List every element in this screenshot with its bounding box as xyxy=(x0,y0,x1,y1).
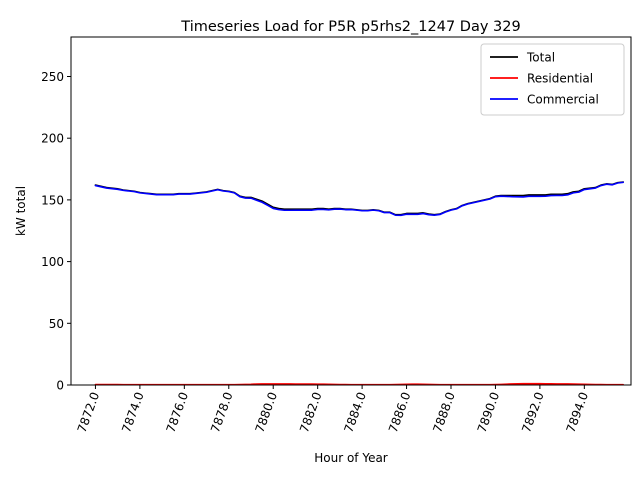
y-tick-label: 50 xyxy=(49,317,64,331)
y-tick-label: 0 xyxy=(56,379,64,393)
y-tick-label: 250 xyxy=(41,70,64,84)
legend-box xyxy=(480,43,625,116)
legend-label-residential: Residential xyxy=(527,72,593,86)
legend-label-commercial: Commercial xyxy=(527,93,599,107)
y-tick-label: 200 xyxy=(41,132,64,146)
plot-frame xyxy=(70,36,632,386)
y-axis-label: kW total xyxy=(14,186,28,236)
chart-title: Timeseries Load for P5R p5rhs2_1247 Day … xyxy=(180,19,520,35)
y-axis-ticks: 0 50 100 150 200 250 xyxy=(41,70,71,393)
legend-label-total: Total xyxy=(526,51,555,65)
x-axis-label: Hour of Year xyxy=(314,451,388,465)
y-tick-label: 150 xyxy=(41,193,64,207)
series-line-commercial xyxy=(94,181,625,217)
y-tick-label: 100 xyxy=(41,255,64,269)
legend: Total Residential Commercial xyxy=(480,43,625,116)
